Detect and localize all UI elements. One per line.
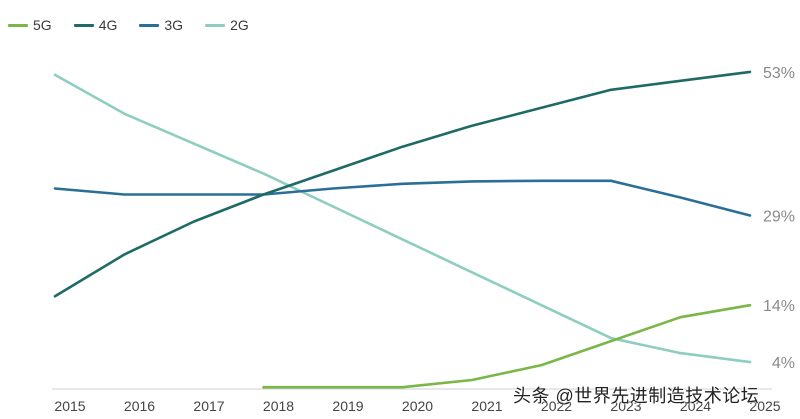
legend-swatch-2g [205,23,226,27]
x-tick-label: 2019 [332,398,363,414]
legend: 5G 4G 3G 2G [8,17,249,33]
end-label-4g: 53% [763,65,795,82]
legend-item-4g: 4G [73,17,118,33]
series-line-3g [53,179,752,217]
legend-item-3g: 3G [139,17,183,33]
x-tick-label: 2024 [680,398,711,414]
series-layer [53,70,752,389]
series-line-4g [53,70,752,298]
legend-label-3g: 3G [164,17,184,33]
x-tick-label: 2021 [471,398,502,414]
series-line-5g [262,303,752,389]
legend-item-2g: 2G [205,17,249,33]
x-axis-ticks: 2015 2016 2017 2018 2019 2020 2021 2022 2023 2024… [54,398,780,414]
end-labels: 4% 29% 53% 14% [763,65,795,372]
legend-label-4g: 4G [98,17,118,33]
legend-label-2g: 2G [230,17,249,33]
series-line-2g [53,73,752,364]
legend-label-5g: 5G [33,17,52,33]
end-label-2g: 4% [772,355,795,372]
legend-item-5g: 5G [8,17,52,33]
x-tick-label: 2025 [749,398,780,414]
x-tick-label: 2022 [541,398,572,414]
watermark-text: 头条 @世界先进制造技术论坛 [513,386,760,406]
legend-swatch-3g [139,23,160,27]
x-tick-label: 2017 [193,398,224,414]
end-label-5g: 14% [763,298,795,315]
legend-swatch-4g [73,23,94,27]
x-tick-label: 2018 [263,398,294,414]
legend-swatch-5g [8,23,28,27]
x-tick-label: 2016 [124,398,155,414]
x-tick-label: 2023 [610,398,641,414]
end-label-3g: 29% [763,208,795,225]
x-tick-label: 2020 [402,398,433,414]
x-tick-label: 2015 [54,398,85,414]
